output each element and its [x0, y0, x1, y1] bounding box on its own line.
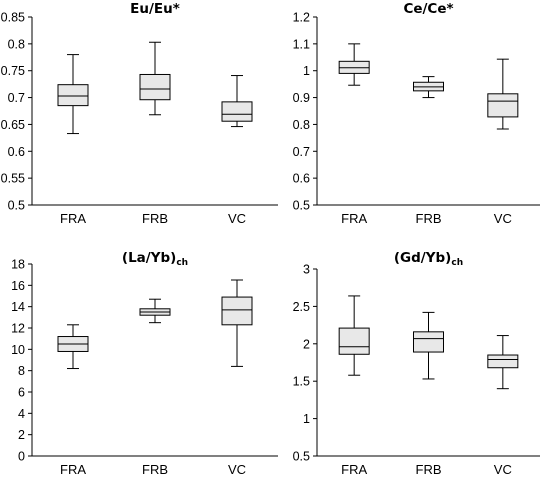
x-category-label: VC	[228, 462, 246, 477]
y-tick-label: 1	[303, 412, 310, 426]
panel-eu-anomaly: Eu/Eu* 0.5 0.55 0.6 0.65 0.7 0.75 0.8 0.85 FRA FR…	[1, 1, 278, 226]
box-vc	[221, 279, 253, 367]
panel-gd-yb-ratio: (Gd/Yb)ch 0.5 1 1.5 2 2.5 3 FRA FRB VC	[293, 250, 540, 477]
x-category-label: FRA	[60, 211, 86, 226]
y-tick-label: 8	[18, 364, 25, 378]
iqr-box	[338, 327, 370, 355]
y-tick-label: 1.5	[293, 375, 310, 389]
box-fra	[57, 324, 89, 370]
box-vc	[487, 335, 519, 390]
y-tick-label: 0.7	[293, 145, 310, 159]
y-tick-label: 2.5	[293, 300, 310, 314]
y-tick-label: 4	[18, 407, 25, 421]
iqr-box	[221, 101, 253, 122]
y-tick-label: 10	[11, 343, 25, 357]
y-tick-label: 0.5	[293, 199, 310, 213]
y-tick-label: 2	[303, 337, 310, 351]
y-tick-label: 0	[18, 450, 25, 464]
y-tick-label: 0.8	[293, 118, 310, 132]
box-vc	[487, 58, 519, 130]
panel-la-yb-ratio: (La/Yb)ch 0 2 4 6 8 10 12 14 16 18 FRA FRB VC	[11, 250, 278, 477]
y-tick-label: 14	[11, 300, 25, 314]
iqr-box	[487, 354, 519, 369]
box-frb	[139, 298, 171, 324]
y-tick-label: 16	[11, 279, 25, 293]
y-tick-label: 1.1	[293, 37, 310, 51]
panel-title: (La/Yb)ch	[122, 250, 188, 268]
y-tick-label: 0.5	[8, 199, 25, 213]
box-frb	[413, 76, 444, 99]
x-category-label: FRA	[341, 462, 367, 477]
y-tick-label: 0.6	[8, 145, 25, 159]
box-frb	[413, 311, 444, 380]
iqr-box	[413, 331, 444, 353]
panel-title-main: (Gd/Yb)	[394, 250, 451, 266]
y-tick-label: 1.2	[293, 11, 310, 25]
y-tick-label: 0.75	[1, 64, 25, 78]
y-tick-label: 0.65	[1, 118, 25, 132]
y-tick-label: 0.55	[1, 172, 25, 186]
x-category-label: VC	[494, 462, 512, 477]
x-category-label: FRB	[416, 211, 442, 226]
y-tick-label: 6	[18, 386, 25, 400]
x-category-label: FRA	[341, 211, 367, 226]
iqr-box	[57, 84, 89, 107]
panel-title: Eu/Eu*	[130, 1, 180, 17]
box-fra	[57, 54, 89, 135]
iqr-box	[487, 93, 519, 118]
y-tick-label: 0.7	[8, 91, 25, 105]
x-category-label: VC	[494, 211, 512, 226]
panel-title-main: Ce/Ce*	[403, 1, 453, 17]
x-category-label: FRA	[60, 462, 86, 477]
x-category-label: FRB	[142, 462, 168, 477]
y-tick-label: 1	[303, 64, 310, 78]
iqr-box	[139, 73, 171, 101]
panel-title-sub: ch	[451, 258, 463, 268]
x-category-label: VC	[228, 211, 246, 226]
iqr-box	[221, 296, 253, 326]
y-tick-label: 3	[303, 263, 310, 277]
y-tick-label: 0.8	[8, 37, 25, 51]
box-fra	[338, 43, 370, 86]
y-tick-label: 0.85	[1, 11, 25, 25]
x-category-label: FRB	[142, 211, 168, 226]
x-category-label: FRB	[416, 462, 442, 477]
y-tick-label: 0.6	[293, 172, 310, 186]
y-tick-label: 18	[11, 258, 25, 272]
y-tick-label: 2	[18, 428, 25, 442]
panel-title-sub: ch	[176, 258, 188, 268]
panel-ce-anomaly: Ce/Ce* 0.5 0.6 0.7 0.8 0.9 1 1.1 1.2 FRA FRB VC	[293, 1, 540, 226]
y-tick-label: 12	[11, 322, 25, 336]
y-tick-label: 0.9	[293, 91, 310, 105]
panel-title-main: (La/Yb)	[122, 250, 176, 266]
box-vc	[221, 75, 253, 128]
panel-title: Ce/Ce*	[403, 1, 453, 17]
box-fra	[338, 295, 370, 376]
panel-title-main: Eu/Eu*	[130, 1, 180, 17]
panel-title: (Gd/Yb)ch	[394, 250, 463, 268]
box-frb	[139, 41, 171, 116]
y-tick-label: 0.5	[293, 450, 310, 464]
